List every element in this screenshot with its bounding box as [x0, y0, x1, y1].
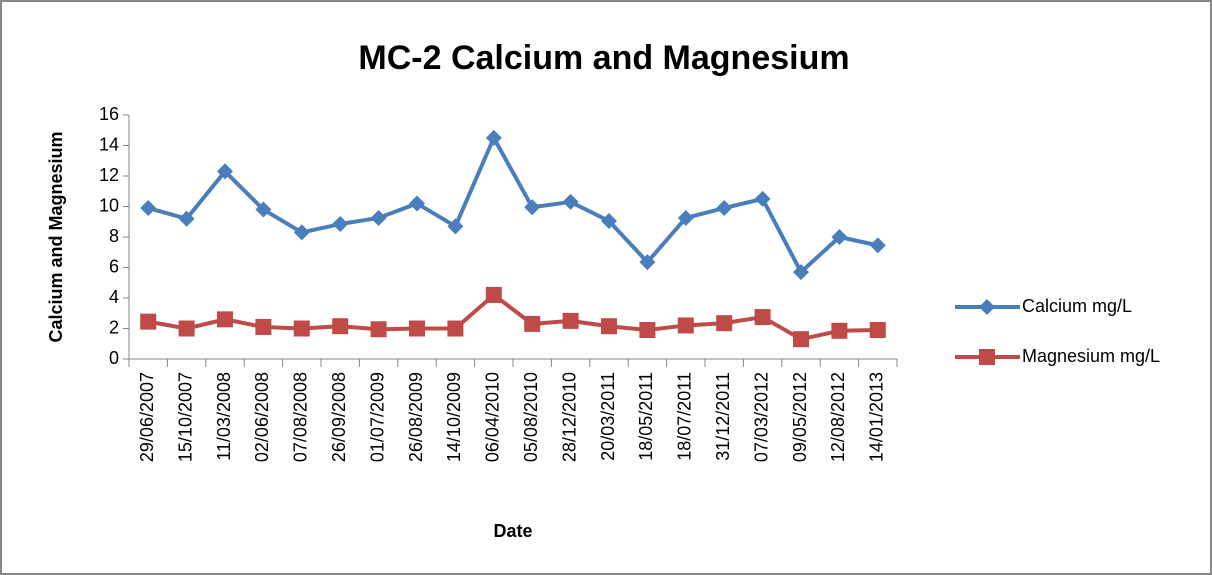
point — [601, 318, 617, 335]
point — [370, 209, 387, 226]
point — [485, 286, 502, 303]
point — [869, 322, 886, 339]
point — [447, 320, 464, 337]
x-tick-label: 20/03/2011 — [598, 372, 618, 461]
point — [293, 224, 310, 241]
x-tick-label: 05/08/2010 — [521, 372, 541, 462]
x-tick-label: 26/08/2009 — [406, 372, 426, 462]
point — [485, 129, 502, 146]
x-tick-label: 07/03/2012 — [751, 372, 771, 462]
x-tick-label: 02/06/2008 — [252, 372, 272, 462]
x-tick-label: 12/08/2012 — [828, 372, 848, 462]
point — [716, 200, 733, 217]
point — [255, 201, 272, 218]
point — [178, 320, 195, 337]
point — [217, 311, 233, 328]
x-tick-label: 18/07/2011 — [675, 372, 695, 461]
legend-label: Calcium mg/L — [1022, 296, 1132, 316]
point — [793, 331, 809, 348]
point — [754, 309, 771, 326]
point — [793, 264, 809, 281]
point — [677, 317, 694, 334]
legend-marker — [979, 299, 995, 315]
point — [524, 199, 541, 216]
x-tick-label: 15/10/2007 — [175, 372, 195, 462]
point — [332, 216, 349, 233]
chart-title: MC-2 Calcium and Magnesium — [358, 39, 849, 77]
x-tick-label: 14/01/2013 — [867, 372, 887, 462]
x-axis-title: Date — [493, 521, 532, 541]
legend-marker — [979, 349, 995, 365]
point — [293, 320, 310, 337]
y-tick-label: 14 — [99, 134, 119, 154]
legend-label: Magnesium mg/L — [1022, 346, 1160, 366]
y-tick-label: 8 — [109, 226, 119, 246]
x-tick-label: 01/07/2009 — [367, 372, 387, 462]
x-tick-label: 29/06/2007 — [137, 372, 157, 462]
y-tick-label: 10 — [99, 195, 119, 215]
x-tick-label: 09/05/2012 — [790, 372, 810, 462]
point — [716, 315, 733, 332]
point — [217, 163, 233, 180]
y-tick-label: 16 — [99, 104, 119, 124]
point — [447, 218, 464, 235]
point — [562, 312, 579, 329]
point — [255, 318, 272, 335]
x-tick-label: 11/03/2008 — [214, 372, 234, 461]
point — [178, 210, 195, 227]
y-tick-label: 0 — [109, 348, 119, 368]
point — [831, 229, 848, 245]
point — [409, 195, 425, 212]
point — [639, 254, 656, 271]
x-tick-label: 28/12/2010 — [559, 372, 579, 462]
x-tick-label: 18/05/2011 — [636, 372, 656, 461]
x-tick-label: 07/08/2008 — [291, 372, 311, 462]
point — [869, 237, 886, 254]
point — [601, 212, 617, 229]
point — [639, 322, 656, 339]
point — [677, 209, 694, 226]
point — [140, 200, 157, 217]
y-tick-label: 6 — [109, 256, 119, 276]
point — [409, 320, 425, 337]
y-tick-label: 4 — [109, 287, 119, 307]
y-tick-label: 12 — [99, 165, 119, 185]
point — [754, 190, 771, 207]
point — [524, 315, 541, 332]
point — [332, 318, 349, 335]
x-tick-label: 06/04/2010 — [483, 372, 503, 462]
point — [370, 321, 387, 338]
y-tick-label: 2 — [109, 317, 119, 337]
x-tick-label: 14/10/2009 — [444, 372, 464, 462]
x-tick-label: 31/12/2011 — [713, 372, 733, 461]
point — [831, 322, 848, 339]
y-axis-title: Calcium and Magnesium — [46, 131, 66, 342]
x-tick-label: 26/09/2008 — [329, 372, 349, 462]
point — [562, 193, 579, 210]
point — [140, 313, 157, 330]
